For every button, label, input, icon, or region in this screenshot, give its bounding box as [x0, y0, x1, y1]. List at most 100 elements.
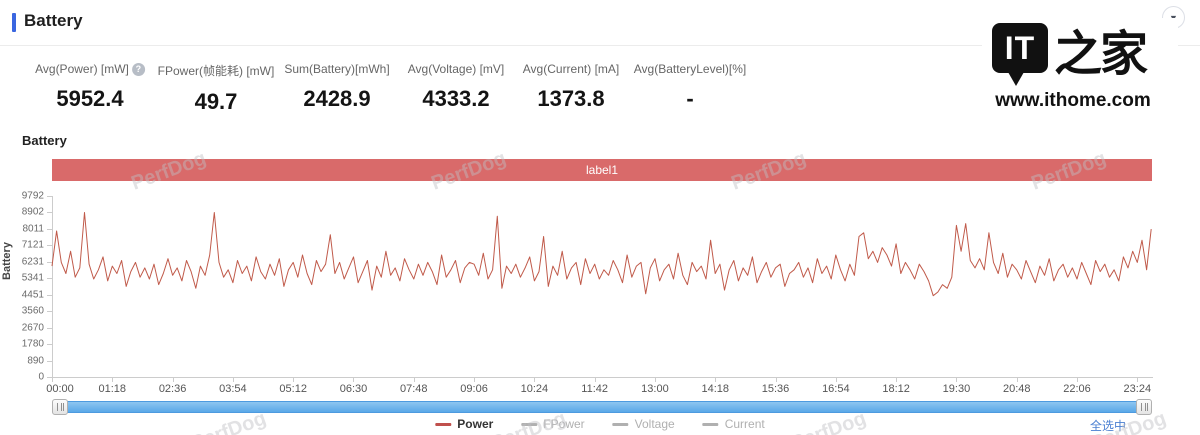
x-axis-tick: [474, 378, 476, 382]
y-axis-tick: [47, 278, 52, 280]
chart-label-band: label1: [52, 159, 1152, 181]
label-band-text: label1: [585, 163, 619, 177]
stat-value: 2428.9: [303, 86, 371, 111]
y-axis-tick: [47, 360, 52, 362]
stat-sum-battery: Sum(Battery)[mWh] 2428.9: [284, 62, 389, 112]
x-axis-tick-label: 20:48: [1002, 383, 1031, 395]
stat-avg-power: Avg(Power) [mW]? 5952.4: [35, 62, 145, 112]
x-axis-tick-label: 05:12: [279, 383, 307, 395]
x-axis-tick-label: 06:30: [339, 383, 368, 395]
x-axis-tick-label: 22:06: [1063, 383, 1091, 395]
x-axis-tick: [956, 378, 958, 382]
y-axis-tick: [47, 212, 52, 214]
datazoom-left-handle[interactable]: [52, 399, 68, 415]
y-axis-tick: [47, 261, 52, 263]
y-axis-tick-label: 0: [38, 371, 44, 383]
stat-value: 5952.4: [56, 86, 124, 111]
legend-item-power[interactable]: Power: [435, 417, 493, 431]
legend-item-fpower[interactable]: FPower: [521, 417, 585, 431]
y-axis-tick-label: 3560: [21, 305, 44, 317]
x-axis-tick: [293, 378, 295, 382]
grip-icon: [56, 403, 64, 411]
x-axis-tick: [534, 378, 536, 382]
y-axis-tick-label: 890: [27, 355, 44, 367]
chart-title: Battery: [22, 133, 67, 148]
grip-icon: [1140, 403, 1148, 411]
x-axis-tick: [775, 378, 777, 382]
stat-fpower: FPower(帧能耗) [mW] 49.7: [158, 62, 275, 115]
page-title: Battery: [24, 11, 83, 30]
legend-label: FPower: [543, 417, 585, 431]
stat-label: Avg(BatteryLevel)[%]: [633, 62, 747, 76]
ithome-bubble-icon: IT: [992, 23, 1048, 73]
y-axis-tick: [47, 196, 52, 197]
legend-item-current[interactable]: Current: [702, 417, 765, 431]
x-axis-tick-label: 19:30: [942, 383, 971, 395]
select-all-link[interactable]: 全选中: [1090, 419, 1127, 433]
y-axis-tick: [47, 228, 52, 230]
x-axis-tick: [413, 378, 415, 382]
legend-item-voltage[interactable]: Voltage: [612, 417, 675, 431]
legend-label: Power: [457, 417, 494, 431]
chevron-down-icon: ▼: [1169, 13, 1178, 23]
y-axis-tick-label: 6231: [21, 256, 44, 268]
ithome-brand-cn: 之家: [1054, 26, 1148, 82]
x-axis-tick-label: 13:00: [641, 383, 669, 395]
x-axis-tick-label: 00:00: [46, 383, 74, 395]
x-axis-tick: [1137, 378, 1139, 382]
y-axis-tick-label: 7121: [21, 239, 44, 251]
stat-label: FPower(帧能耗) [mW]: [157, 64, 275, 78]
stat-avg-current: Avg(Current) [mA] 1373.8: [523, 62, 619, 112]
y-axis-tick-label: 9792: [21, 190, 44, 202]
ithome-url: www.ithome.com: [995, 90, 1151, 111]
chart-legend: Power FPower Voltage Current: [435, 417, 765, 431]
stat-value: -: [686, 86, 694, 111]
y-axis-tick-label: 2670: [21, 322, 44, 334]
y-axis-tick: [47, 311, 52, 313]
y-axis-line: [52, 196, 53, 378]
stat-value: 49.7: [194, 89, 238, 114]
ithome-bubble-text: IT: [1004, 29, 1036, 66]
help-icon[interactable]: ?: [131, 62, 145, 76]
stat-label: Avg(Current) [mA]: [522, 62, 620, 76]
x-axis-tick: [896, 378, 898, 382]
y-axis-tick-label: 1780: [21, 338, 44, 350]
legend-dash-icon: [702, 422, 719, 426]
x-axis-tick-label: 10:24: [520, 383, 549, 395]
x-axis-tick: [594, 378, 596, 382]
legend-dash-icon: [435, 422, 452, 426]
datazoom-right-handle[interactable]: [1136, 399, 1152, 415]
stat-value: 4333.2: [422, 86, 490, 111]
legend-dash-icon: [612, 422, 629, 426]
legend-label: Voltage: [634, 417, 675, 431]
datazoom-track[interactable]: [66, 401, 1138, 413]
x-axis-tick-label: 01:18: [98, 383, 127, 395]
x-axis-line: [52, 377, 1153, 378]
section-accent-bar: [12, 13, 16, 32]
x-axis-tick: [715, 378, 717, 382]
series-power-line: [51, 212, 1152, 297]
x-axis-tick: [232, 378, 234, 382]
stat-avg-voltage: Avg(Voltage) [mV] 4333.2: [408, 62, 505, 112]
y-axis-tick-label: 5341: [21, 272, 44, 284]
ithome-logo: IT 之家 www.ithome.com: [982, 18, 1178, 120]
x-axis-tick-label: 02:36: [158, 383, 187, 395]
stat-label: Avg(Power) [mW]: [35, 62, 129, 76]
x-axis-tick-label: 11:42: [581, 383, 609, 395]
datazoom-scrollbar[interactable]: [52, 399, 1152, 415]
stat-label: Avg(Voltage) [mV]: [407, 62, 505, 76]
x-axis-tick-label: 03:54: [219, 383, 247, 395]
ithome-bubble-tail: [1008, 72, 1024, 86]
x-axis-tick: [654, 378, 656, 382]
x-axis-tick: [353, 378, 355, 382]
y-axis-tick: [47, 377, 52, 378]
y-axis-tick: [47, 245, 52, 247]
x-axis-tick-label: 18:12: [882, 383, 910, 395]
x-axis-tick-label: 23:24: [1123, 383, 1152, 395]
y-axis-tick: [47, 327, 52, 329]
y-axis-tick-label: 8011: [22, 223, 44, 235]
y-axis-tick: [47, 344, 52, 346]
y-axis-tick-label: 8902: [21, 206, 44, 218]
x-axis-tick: [835, 378, 837, 382]
